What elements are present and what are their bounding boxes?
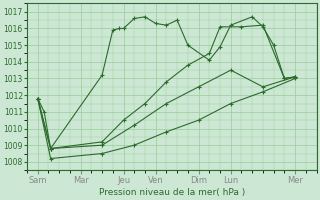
X-axis label: Pression niveau de la mer( hPa ): Pression niveau de la mer( hPa )	[99, 188, 245, 197]
